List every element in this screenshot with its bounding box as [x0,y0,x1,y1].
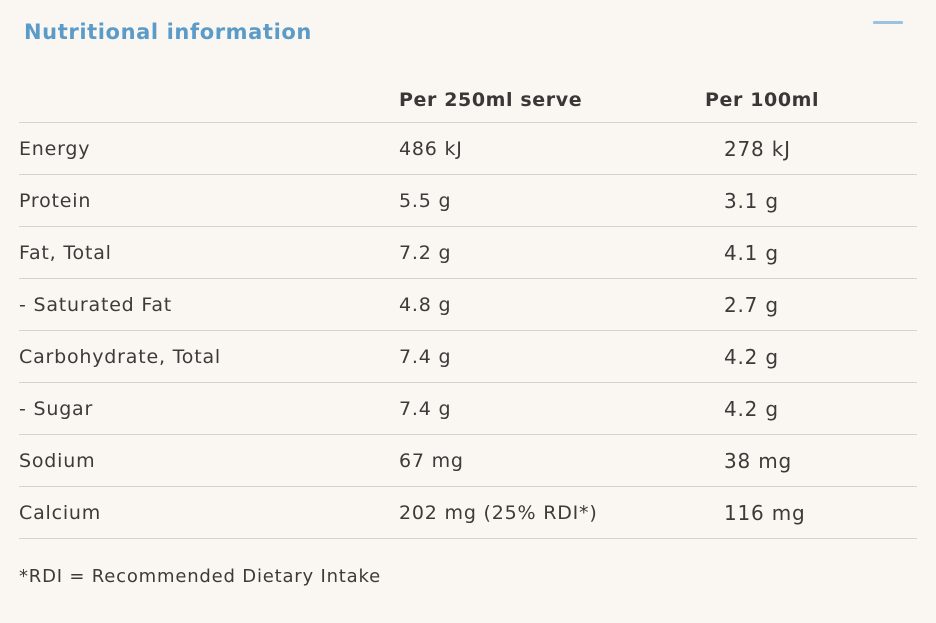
column-header-nutrient [19,78,399,123]
per-100ml-value: 38 mg [705,434,917,487]
nutrient-name: Fat, Total [19,226,399,279]
column-header-per-serve: Per 250ml serve [399,78,705,123]
table-row: Sodium 67 mg 38 mg [19,434,917,487]
nutrient-name: Protein [19,174,399,227]
table-row: - Saturated Fat 4.8 g 2.7 g [19,278,917,331]
table-row: Carbohydrate, Total 7.4 g 4.2 g [19,330,917,383]
table-header-row: Per 250ml serve Per 100ml [19,78,917,123]
footnote: *RDI = Recommended Dietary Intake [19,566,381,587]
column-header-per-100ml: Per 100ml [705,78,917,123]
per-serve-value: 7.4 g [399,330,705,383]
nutrient-name: Energy [19,122,399,175]
per-serve-value: 202 mg (25% RDI*) [399,486,705,539]
collapse-button[interactable] [869,12,907,34]
nutrient-name: - Sugar [19,382,399,435]
per-serve-value: 7.4 g [399,382,705,435]
minus-icon [873,21,903,24]
per-100ml-value: 278 kJ [705,122,917,175]
per-serve-value: 4.8 g [399,278,705,331]
per-serve-value: 67 mg [399,434,705,487]
per-100ml-value: 2.7 g [705,278,917,331]
table-row: - Sugar 7.4 g 4.2 g [19,382,917,435]
per-100ml-value: 116 mg [705,486,917,539]
nutrient-name: Sodium [19,434,399,487]
nutrition-table: Per 250ml serve Per 100ml Energy 486 kJ … [19,78,917,539]
per-serve-value: 5.5 g [399,174,705,227]
table-row: Calcium 202 mg (25% RDI*) 116 mg [19,486,917,539]
per-100ml-value: 4.2 g [705,330,917,383]
nutrient-name: Calcium [19,486,399,539]
per-100ml-value: 4.2 g [705,382,917,435]
per-serve-value: 7.2 g [399,226,705,279]
table-row: Protein 5.5 g 3.1 g [19,174,917,227]
per-serve-value: 486 kJ [399,122,705,175]
nutrient-name: - Saturated Fat [19,278,399,331]
panel-title: Nutritional information [24,20,312,44]
table-row: Energy 486 kJ 278 kJ [19,122,917,175]
per-100ml-value: 3.1 g [705,174,917,227]
nutrient-name: Carbohydrate, Total [19,330,399,383]
table-row: Fat, Total 7.2 g 4.1 g [19,226,917,279]
per-100ml-value: 4.1 g [705,226,917,279]
